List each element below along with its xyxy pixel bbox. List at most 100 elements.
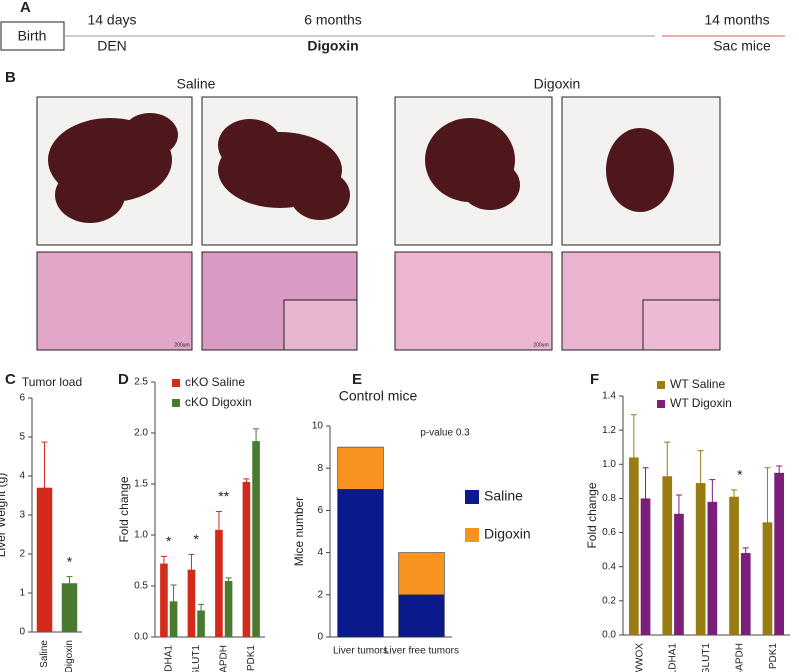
error-bar [66, 576, 73, 591]
start-box [0, 21, 65, 51]
x-tick-label: PDK1 [246, 645, 257, 672]
y-tick-label: 0 [19, 627, 25, 638]
y-axis-label: Mice number [292, 497, 306, 566]
y-tick-label: 6 [19, 393, 25, 404]
error-bar [642, 467, 649, 530]
y-axis-label: Fold change [585, 482, 599, 548]
group-label: Digoxin [534, 76, 581, 92]
bar [774, 472, 784, 635]
bar [629, 457, 639, 635]
y-tick-label: 10 [312, 421, 324, 432]
panel-label: A [20, 0, 31, 16]
bar [695, 483, 706, 635]
y-tick-label: 4 [19, 471, 25, 482]
annotation: p-value 0.3 [420, 428, 470, 439]
y-tick-label: 3 [19, 510, 25, 521]
x-tick-label: PDK1 [768, 643, 779, 670]
legend-swatch [465, 528, 479, 542]
histology-images [36, 251, 721, 351]
bar [662, 476, 673, 635]
bar [252, 441, 260, 637]
y-tick-label: 1.2 [602, 425, 616, 436]
y-tick-label: 1.0 [134, 530, 148, 541]
x-tick-label: Digoxin [64, 640, 75, 672]
panel-label: B [5, 69, 16, 86]
legend-swatch [657, 400, 665, 408]
bar [729, 496, 739, 635]
x-tick-label: GLUT1 [701, 643, 712, 672]
start-label: Birth [18, 28, 47, 44]
x-tick-label: Saline [39, 640, 50, 668]
bar [224, 580, 233, 637]
error-bar [776, 465, 783, 481]
bar-segment [337, 488, 384, 638]
bar [740, 553, 751, 635]
y-tick-label: 0.8 [602, 493, 616, 504]
significance: * [166, 533, 172, 549]
x-tick-label: WWOX [634, 643, 645, 672]
bar [197, 610, 205, 637]
y-tick-label: 1 [19, 588, 25, 599]
event-time: 14 months [704, 12, 769, 28]
legend-swatch [172, 379, 180, 387]
error-bar [225, 577, 232, 585]
significance: * [67, 553, 73, 569]
chart-title: Control mice [339, 388, 418, 404]
group-label: Saline [177, 76, 216, 92]
y-tick-label: 8 [317, 463, 323, 474]
legend-label: cKO Saline [185, 375, 245, 389]
bar-segment [398, 594, 445, 638]
error-bar [675, 494, 682, 534]
event-label: Sac mice [713, 38, 771, 54]
y-tick-label: 1.4 [602, 391, 616, 402]
legend-swatch [657, 381, 665, 389]
y-axis-label: Liver Weight (g) [0, 473, 8, 557]
error-bar [709, 479, 716, 525]
event-label: DEN [97, 38, 127, 54]
x-tick-label: Liver tumors [333, 646, 388, 657]
legend-label: WT Saline [670, 377, 725, 391]
legend-label: WT Digoxin [670, 396, 732, 410]
y-tick-label: 1.0 [602, 459, 616, 470]
significance: * [194, 531, 200, 547]
y-tick-label: 4 [317, 547, 323, 558]
bar [762, 522, 773, 635]
y-axis-label: Fold change [117, 476, 131, 542]
y-tick-label: 2 [19, 549, 25, 560]
event-label: Digoxin [307, 38, 358, 54]
bar [674, 513, 684, 635]
y-tick-label: 0.5 [134, 581, 148, 592]
legend-swatch [465, 490, 479, 504]
y-tick-label: 0.0 [134, 632, 148, 643]
bar [215, 529, 223, 637]
scale-bar: 200um [174, 342, 189, 348]
y-tick-label: 2.0 [134, 428, 148, 439]
bar [187, 569, 196, 637]
error-bar [731, 489, 738, 505]
bar [36, 487, 53, 632]
bar-segment [398, 552, 445, 596]
legend-swatch [172, 399, 180, 407]
x-tick-label: LDHA1 [668, 643, 679, 672]
error-bar [764, 467, 771, 578]
bar [640, 498, 651, 635]
y-tick-label: 0.4 [602, 561, 616, 572]
y-tick-label: 2 [317, 589, 323, 600]
x-tick-label: GLUT1 [191, 645, 202, 672]
y-tick-label: 2.5 [134, 377, 148, 388]
bar [707, 501, 718, 635]
x-tick-label: GAPDH [218, 645, 229, 672]
y-tick-label: 6 [317, 505, 323, 516]
error-bar [630, 414, 637, 501]
error-bar [253, 428, 260, 454]
panel-label: C [5, 371, 16, 388]
error-bar [664, 441, 671, 511]
x-tick-label: LDHA1 [163, 645, 174, 672]
panel-label: D [118, 371, 129, 388]
scale-bar: 200um [533, 342, 548, 348]
panel-label: E [352, 371, 362, 388]
legend-label: cKO Digoxin [185, 395, 252, 409]
error-bar [188, 553, 195, 586]
bar [61, 583, 78, 632]
